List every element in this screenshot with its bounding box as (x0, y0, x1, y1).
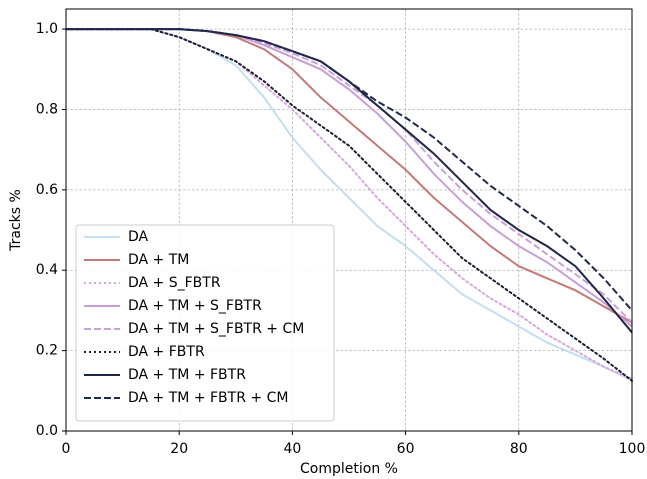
y-tick-label: 1.0 (36, 21, 58, 37)
legend-label: DA + TM + S_FBTR + CM (128, 321, 304, 337)
y-tick-label: 0.0 (36, 423, 58, 439)
legend-label: DA + TM + S_FBTR (128, 298, 262, 314)
y-tick-label: 0.2 (36, 343, 58, 359)
y-tick-label: 0.6 (36, 182, 58, 198)
y-tick-label: 0.8 (36, 101, 58, 117)
legend-label: DA (128, 229, 149, 245)
plot-frame (65, 8, 633, 432)
series-line (66, 28, 633, 312)
y-axis-label: Tracks % (8, 189, 24, 252)
x-axis-label: Completion % (300, 461, 398, 477)
series-line (65, 28, 633, 382)
legend-label: DA + TM + FBTR + CM (128, 390, 288, 406)
legend-label: DA + S_FBTR (128, 275, 221, 291)
legend-label: DA + TM (128, 252, 189, 268)
legend-label: DA + FBTR (128, 344, 205, 360)
y-tick-label: 0.4 (36, 262, 58, 278)
x-tick-label: 20 (170, 441, 188, 457)
x-tick-label: 40 (283, 441, 301, 457)
x-tick-label: 0 (62, 441, 71, 457)
legend-box (75, 224, 335, 422)
x-tick-label: 80 (510, 441, 528, 457)
legend: DA DA + TM DA + S_FBTR DA + TM + S_FBTR DA +… (75, 224, 335, 422)
x-tick-label: 100 (619, 441, 646, 457)
legend-label: DA + TM + FBTR (128, 367, 246, 383)
x-tick-label: 60 (397, 441, 415, 457)
